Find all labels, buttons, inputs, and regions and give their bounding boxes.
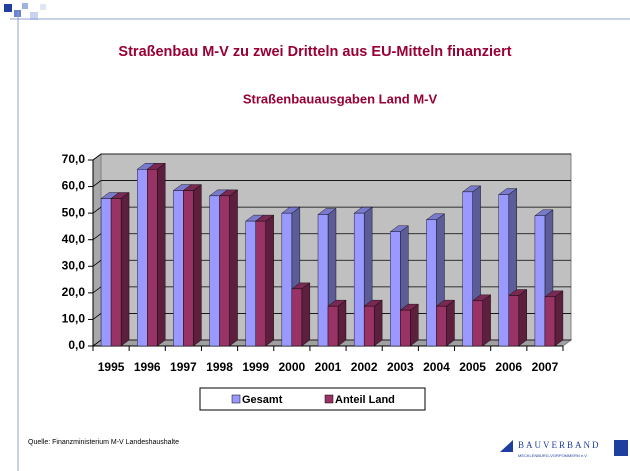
bar-side — [482, 294, 491, 347]
bar-front — [291, 288, 303, 347]
bar-side — [373, 299, 383, 347]
bar-front — [498, 194, 509, 347]
x-tick-label: 1995 — [98, 360, 125, 374]
y-tick-label: 10,0 — [62, 312, 86, 326]
bar — [399, 303, 419, 347]
bar — [435, 299, 456, 347]
legend-label: Anteil Land — [335, 394, 395, 406]
legend — [199, 387, 426, 411]
bar — [182, 184, 202, 347]
x-tick-label: 2003 — [387, 360, 414, 374]
bar-front — [390, 231, 401, 347]
x-tick-label: 2000 — [278, 360, 305, 374]
x-tick-label: 2007 — [532, 360, 559, 374]
bar — [110, 192, 130, 347]
bar-front — [353, 212, 365, 347]
bar-side — [446, 299, 455, 347]
logo-name: BAUVERBAND — [518, 440, 601, 450]
bar — [291, 282, 311, 347]
bar-front — [400, 309, 411, 347]
y-tick-label: 60,0 — [62, 179, 86, 193]
bar — [146, 162, 166, 347]
bar-front — [534, 215, 546, 347]
bar — [472, 294, 492, 347]
bar-side — [518, 289, 527, 347]
bar-front — [426, 219, 437, 347]
chart-title: Straßenbauausgaben Land M-V — [243, 91, 438, 106]
x-tick-label: 2004 — [423, 360, 450, 374]
bar-front — [137, 169, 148, 347]
y-tick-label: 20,0 — [62, 285, 86, 299]
bar-front — [183, 190, 194, 347]
deco-square — [4, 4, 12, 12]
x-tick-label: 2002 — [351, 360, 378, 374]
y-tick-label: 40,0 — [62, 232, 86, 246]
bar-front — [245, 220, 256, 347]
plot-side-wall — [92, 153, 102, 347]
x-tick-label: 2001 — [315, 360, 342, 374]
bar-front — [472, 300, 483, 347]
deco-square — [40, 4, 46, 10]
y-tick-label: 50,0 — [62, 205, 86, 219]
bar-front — [209, 195, 220, 347]
x-tick-label: 1997 — [170, 360, 197, 374]
bar-side — [265, 214, 274, 347]
bar — [544, 290, 564, 347]
x-tick-label: 1999 — [242, 360, 269, 374]
bar-side — [229, 189, 238, 347]
x-tick-label: 2006 — [495, 360, 522, 374]
bar-front — [317, 214, 329, 347]
y-tick-label: 0,0 — [68, 338, 85, 352]
bar-side — [410, 303, 419, 347]
bar — [218, 189, 239, 347]
bar-side — [337, 299, 347, 347]
bar-front — [327, 305, 339, 347]
bar — [508, 289, 528, 347]
logo-icon — [500, 440, 513, 452]
slide-title: Straßenbau M-V zu zwei Dritteln aus EU-M… — [118, 44, 511, 60]
grid-line — [92, 180, 571, 187]
bar-side — [120, 192, 130, 347]
bar — [255, 214, 275, 347]
source: Quelle: Finanzministerium M-V Landeshaus… — [28, 439, 179, 446]
y-tick-label: 30,0 — [62, 258, 86, 272]
x-tick-label: 2005 — [459, 360, 486, 374]
legend-label: Gesamt — [242, 394, 283, 406]
x-tick-label: 1998 — [206, 360, 233, 374]
logo-mark — [614, 440, 628, 456]
bar-front — [462, 191, 473, 347]
bar-side — [554, 290, 564, 347]
bar-front — [281, 212, 293, 347]
y-tick-label: 70,0 — [62, 152, 86, 166]
bar-front — [363, 305, 375, 347]
x-tick-label: 1996 — [134, 360, 161, 374]
deco-square — [30, 12, 38, 20]
bar-front — [255, 220, 266, 347]
bar-front — [544, 296, 556, 347]
bar-front — [219, 195, 230, 347]
grid-line — [92, 153, 571, 161]
bar-side — [157, 162, 166, 347]
bar — [363, 299, 383, 347]
logo-subtitle: MECKLENBURG-VORPOMMERN e.V. — [518, 453, 588, 458]
bar-front — [436, 305, 447, 347]
legend-swatch — [231, 394, 241, 404]
deco-square — [22, 3, 28, 9]
bar-front — [100, 198, 112, 347]
bar-front — [508, 295, 519, 347]
bar-side — [301, 282, 311, 347]
bar-side — [193, 184, 202, 347]
bar — [327, 299, 347, 347]
legend-swatch — [324, 394, 334, 404]
bar-front — [147, 169, 158, 347]
bar-front — [110, 198, 122, 347]
bar-front — [173, 190, 184, 347]
